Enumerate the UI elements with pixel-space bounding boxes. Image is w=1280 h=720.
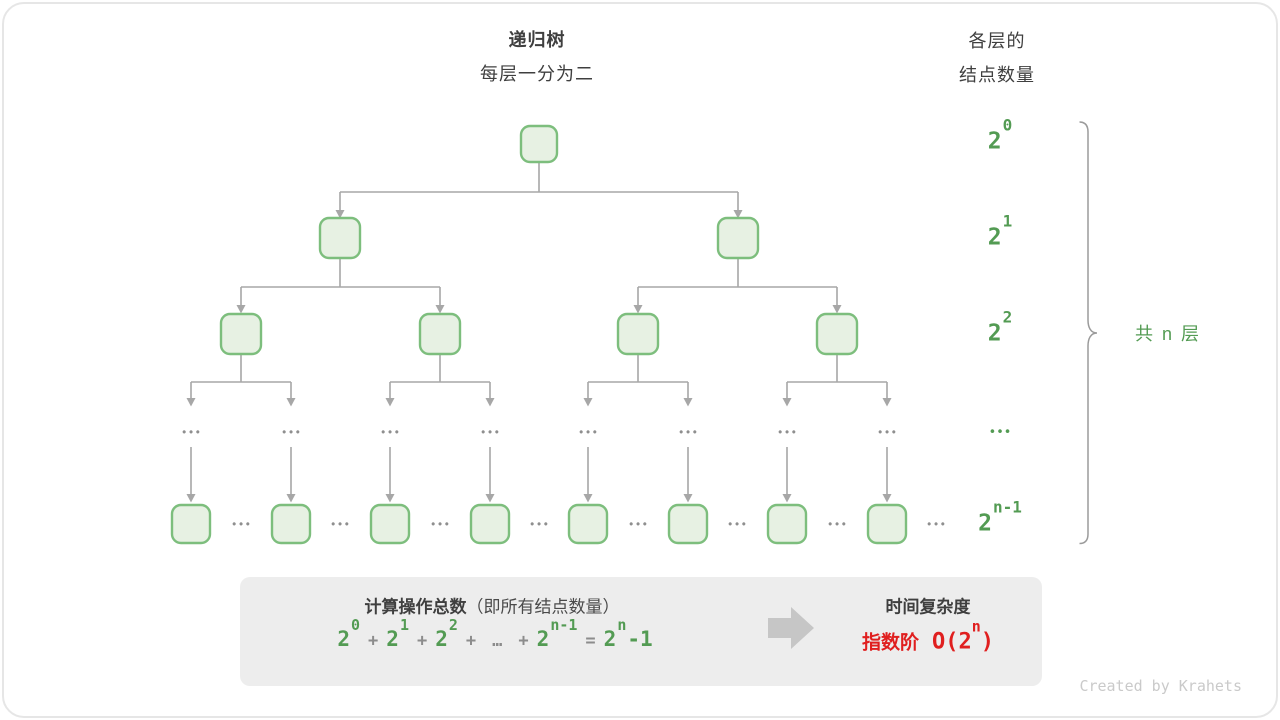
tree-node bbox=[369, 503, 411, 545]
tree-node bbox=[716, 216, 760, 260]
formula-operator: + bbox=[465, 631, 477, 651]
formula-operator: + bbox=[416, 631, 428, 651]
arrowhead-icon bbox=[583, 398, 593, 407]
ellipsis-marks: ••• bbox=[381, 426, 402, 439]
operations-total-title-bold: 计算操作总数 bbox=[364, 597, 467, 617]
arrowhead-icon bbox=[583, 494, 593, 503]
arrowhead-icon bbox=[186, 398, 196, 407]
arrowhead-icon bbox=[683, 494, 693, 503]
complexity-big-o: O(2n) bbox=[931, 617, 995, 655]
arrowhead-icon bbox=[782, 398, 792, 407]
arrowhead-icon bbox=[733, 210, 743, 219]
tree-subtitle: 每层一分为二 bbox=[480, 64, 594, 84]
ellipsis-marks: ••• bbox=[331, 518, 352, 531]
arrowhead-icon bbox=[385, 398, 395, 407]
level-count-ellipsis: ••• bbox=[990, 423, 1013, 439]
brace-label-n-levels: 共 n 层 bbox=[1134, 324, 1202, 344]
ellipsis-marks: ••• bbox=[182, 426, 203, 439]
tree-node bbox=[519, 124, 559, 164]
formula-operator: + bbox=[368, 631, 379, 651]
ellipsis-marks: ••• bbox=[481, 426, 502, 439]
arrowhead-icon bbox=[286, 494, 296, 503]
ellipsis-marks: ••• bbox=[828, 518, 849, 531]
right-column-title-line1: 各层的 bbox=[968, 31, 1026, 51]
ellipsis-marks: ••• bbox=[579, 426, 600, 439]
ellipsis-marks: ••• bbox=[927, 518, 948, 531]
arrowhead-icon bbox=[882, 398, 892, 407]
ellipsis-marks: ••• bbox=[629, 518, 650, 531]
level-count-label-2^2: 22 bbox=[987, 307, 1013, 347]
tree-node bbox=[667, 503, 709, 545]
level-count-label-2^1: 21 bbox=[987, 211, 1013, 251]
ellipsis-marks: ••• bbox=[778, 426, 799, 439]
arrowhead-icon bbox=[683, 398, 693, 407]
arrowhead-icon bbox=[633, 305, 643, 314]
right-column-title-line2: 结点数量 bbox=[959, 65, 1035, 85]
arrowhead-icon bbox=[335, 210, 345, 219]
arrowhead-icon bbox=[385, 494, 395, 503]
right-arrow-icon bbox=[768, 607, 814, 649]
formula-power-term: 2n-1 bbox=[603, 616, 653, 651]
ellipsis-marks: ••• bbox=[728, 518, 749, 531]
tree-node bbox=[219, 312, 263, 356]
tree-title: 递归树 bbox=[508, 30, 566, 50]
arrowhead-icon bbox=[236, 305, 246, 314]
formula-power-term: 2n-1 bbox=[536, 616, 578, 651]
tree-node bbox=[766, 503, 808, 545]
operations-total-title-note: （即所有结点数量） bbox=[466, 597, 620, 617]
node-count-formula: 20 +21 +22 + … +2n-1 = 2n-1 bbox=[337, 616, 653, 652]
tree-node bbox=[270, 503, 312, 545]
watermark: Created by Krahets bbox=[1079, 677, 1242, 695]
formula-power-term: 20 bbox=[337, 616, 361, 651]
complexity-order-name: 指数阶 bbox=[861, 632, 919, 654]
formula-operator: … bbox=[492, 631, 503, 651]
formula-operator: + bbox=[518, 631, 529, 651]
ellipsis-marks: ••• bbox=[431, 518, 452, 531]
time-complexity-title: 时间复杂度 bbox=[885, 597, 971, 617]
ellipsis-marks: ••• bbox=[282, 426, 303, 439]
ellipsis-marks: ••• bbox=[232, 518, 253, 531]
operations-total-title: 计算操作总数（即所有结点数量） bbox=[365, 593, 620, 618]
summary-box: 计算操作总数（即所有结点数量） 20 +21 +22 + … +2n-1 = 2n-1 时间复… bbox=[240, 577, 1042, 686]
tree-node bbox=[616, 312, 660, 356]
arrowhead-icon bbox=[782, 494, 792, 503]
arrowhead-icon bbox=[485, 494, 495, 503]
arrowhead-icon bbox=[485, 398, 495, 407]
level-count-label-2^0: 20 bbox=[987, 115, 1013, 155]
tree-node bbox=[469, 503, 511, 545]
tree-node bbox=[866, 503, 908, 545]
arrowhead-icon bbox=[435, 305, 445, 314]
formula-operator: = bbox=[585, 631, 596, 651]
tree-node bbox=[318, 216, 362, 260]
formula-power-term: 22 bbox=[435, 616, 458, 651]
tree-node bbox=[815, 312, 859, 356]
level-count-label-2^n-1: 2n-1 bbox=[978, 497, 1022, 537]
arrowhead-icon bbox=[186, 494, 196, 503]
tree-node bbox=[567, 503, 609, 545]
ellipsis-marks: ••• bbox=[679, 426, 700, 439]
ellipsis-marks: ••• bbox=[530, 518, 551, 531]
time-complexity-value: 指数阶 O(2n) bbox=[861, 617, 995, 655]
tree-node bbox=[170, 503, 212, 545]
tree-node bbox=[418, 312, 462, 356]
levels-brace bbox=[1079, 121, 1098, 545]
arrowhead-icon bbox=[882, 494, 892, 503]
arrowhead-icon bbox=[832, 305, 842, 314]
formula-power-term: 21 bbox=[386, 616, 409, 651]
arrowhead-icon bbox=[286, 398, 296, 407]
ellipsis-marks: ••• bbox=[878, 426, 899, 439]
